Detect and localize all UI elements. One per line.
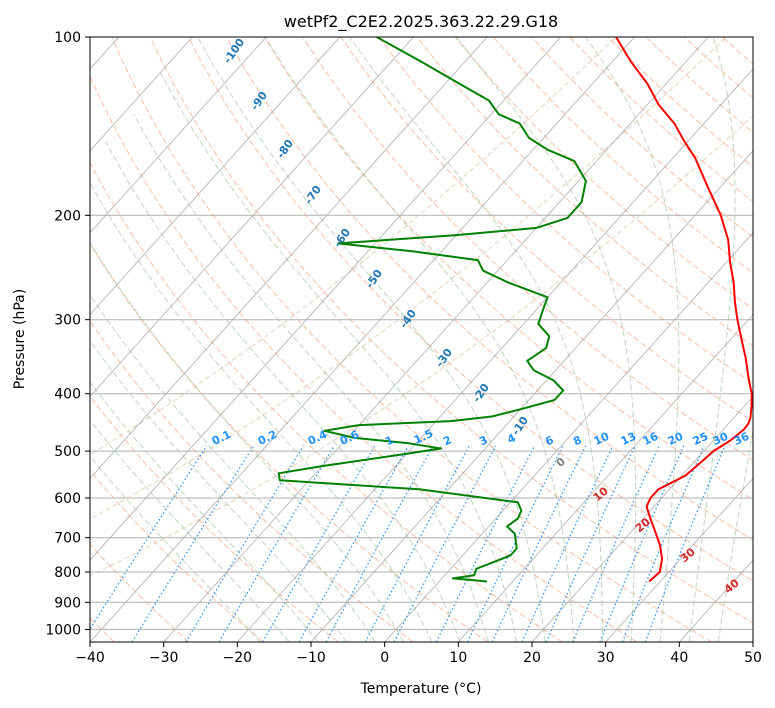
x-tick-label: −20: [223, 650, 253, 666]
profile-lines: [277, 37, 753, 583]
moist-adiabat-line: [264, 37, 575, 642]
moist-adiabat-line: [197, 37, 546, 642]
y-tick-label: 400: [54, 387, 81, 403]
mixing-ratio-label: 36: [732, 430, 752, 448]
y-tick-label: 800: [54, 565, 81, 581]
y-tick-label: 700: [54, 531, 81, 547]
y-tick-label: 1000: [45, 622, 81, 638]
dry-adiabat-line: [90, 469, 264, 642]
x-tick-label: 0: [380, 650, 389, 666]
isotherm-line: [310, 150, 753, 642]
y-tick-label: 200: [54, 208, 81, 224]
moist-adiabat-line: [455, 37, 636, 642]
moist-adiabat-line: [585, 37, 680, 642]
mixing-ratio-line: [218, 445, 335, 642]
x-tick-label: −40: [75, 650, 105, 666]
x-tick-label: 10: [449, 650, 467, 666]
y-axis-title: Pressure (hPa): [12, 289, 28, 389]
dry-adiabat-line: [302, 37, 753, 461]
isotherm-line: [237, 68, 753, 642]
dry-adiabat-line: [416, 37, 753, 347]
isotherm-line: [90, 37, 341, 316]
y-tick-label: 300: [54, 313, 81, 329]
mixing-ratio-line: [185, 445, 304, 642]
isotherm-line: [90, 37, 488, 479]
moist-adiabat-line: [90, 241, 404, 642]
isotherm-line: [384, 232, 753, 642]
isotherm-line: [90, 37, 414, 398]
y-tick-label: 600: [54, 491, 81, 507]
mixing-ratio-label: 20: [666, 430, 686, 448]
y-tick-label: 500: [54, 444, 81, 460]
chart-title: wetPf2_C2E2.2025.363.22.29.G18: [284, 12, 558, 32]
isotherm-line: [90, 37, 562, 561]
mixing-ratio-line: [491, 445, 587, 642]
dry-adiabat-line: [187, 37, 753, 582]
moist-adiabat-line: [90, 455, 261, 642]
background-lines: [90, 37, 753, 642]
isotherm-line: [458, 313, 753, 642]
moist-adiabat-line: [160, 72, 518, 642]
mixing-ratio-line: [599, 445, 685, 642]
plot-frame: [89, 36, 754, 643]
isotherm-line: [531, 395, 753, 642]
mixing-ratio-line: [298, 445, 409, 642]
mixing-ratio-line: [325, 445, 434, 642]
mixing-ratio-line: [572, 445, 660, 642]
moist-adiabat-line: [90, 381, 319, 642]
dewpoint-line: [277, 37, 587, 583]
mixing-ratio-label: 30: [711, 430, 731, 448]
mixing-ratio-line: [393, 445, 497, 642]
mixing-ratio-line: [131, 445, 255, 642]
x-tick-label: −30: [149, 650, 179, 666]
theta-e-line: [90, 37, 617, 456]
isotherm-line: [163, 37, 709, 642]
isotherm-line: [605, 477, 753, 642]
x-axis-title: Temperature (°C): [360, 681, 482, 697]
dry-adiabat-line: [90, 161, 563, 642]
moist-adiabat-line: [349, 37, 603, 642]
mixing-ratio-label: 10: [592, 430, 612, 448]
dry-adiabat-line: [264, 37, 753, 501]
dry-adiabat-line: [90, 75, 638, 642]
isotherm-line: [90, 37, 635, 642]
x-tick-label: 20: [523, 650, 541, 666]
dry-adiabat-line: [90, 242, 488, 642]
temperature-line: [615, 37, 753, 583]
moist-adiabat-line: [688, 37, 736, 642]
theta-e-line: [90, 37, 727, 520]
moist-adiabat-line: [90, 339, 347, 642]
theta-e-line: [90, 115, 753, 577]
dry-adiabat-line: [340, 37, 753, 423]
dry-adiabat-line: [225, 37, 753, 541]
x-tick-label: 40: [670, 650, 688, 666]
moist-adiabat-line: [90, 419, 290, 642]
mixing-ratio-line: [435, 445, 536, 642]
dry-adiabat-line: [111, 37, 712, 642]
y-tick-label: 100: [54, 30, 81, 46]
isotherm-line: [90, 37, 193, 152]
x-tick-label: −10: [296, 650, 326, 666]
mixing-ratio-label: 13: [619, 430, 638, 448]
mixing-ratio-label: 16: [641, 430, 661, 448]
x-tick-label: 50: [744, 650, 762, 666]
plot-background: [90, 37, 753, 642]
mixing-ratio-label: 25: [691, 430, 710, 448]
mixing-ratio-line: [466, 445, 564, 642]
dry-adiabat-line: [149, 37, 753, 624]
x-tick-label: 30: [597, 650, 615, 666]
y-tick-label: 900: [54, 595, 81, 611]
isotherm-line: [90, 37, 267, 234]
moist-adiabat-line: [717, 427, 753, 642]
moist-adiabat-line: [90, 181, 433, 642]
mixing-ratio-line: [90, 445, 208, 631]
axis-ticks: −40 −30 −20 −10 0 10 20 30 40 50 1000 900 800 700 600 5…: [45, 30, 762, 666]
